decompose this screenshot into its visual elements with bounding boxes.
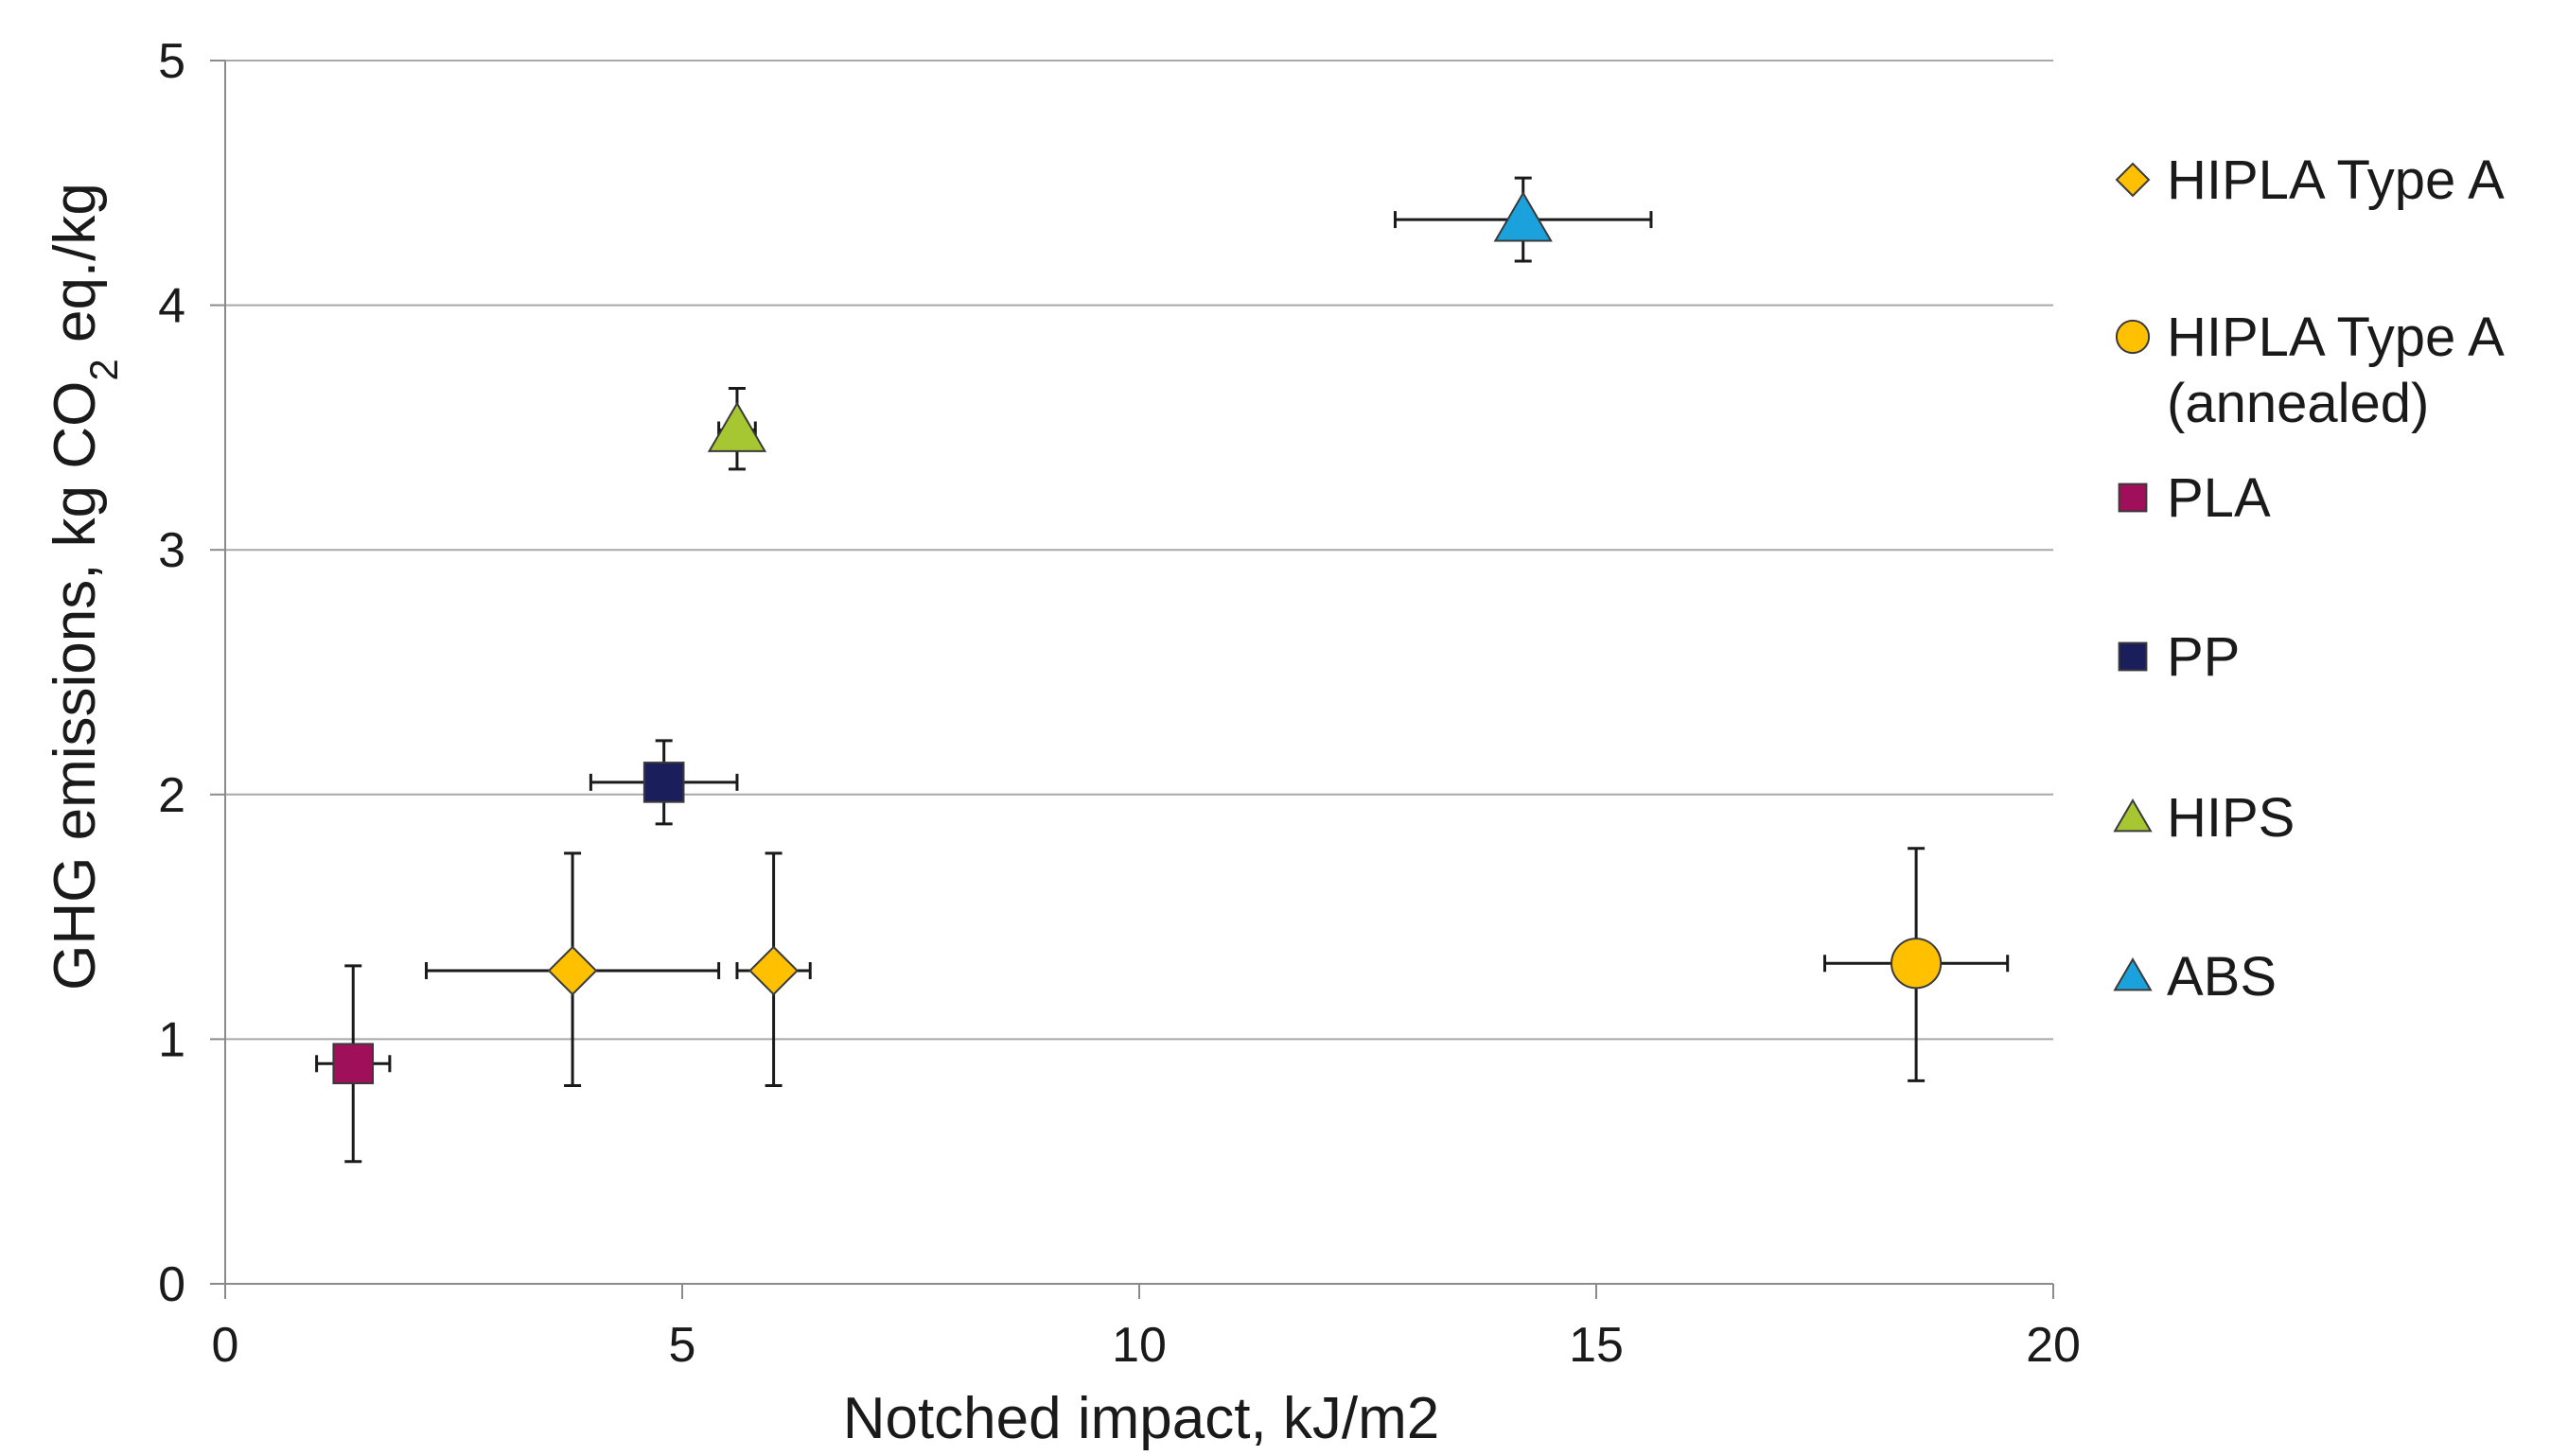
y-axis-title-main: GHG emissions, kg CO <box>43 381 108 991</box>
legend-entry-0: HIPLA Type A <box>2115 149 2505 211</box>
legend-marker <box>2118 482 2148 513</box>
legend-label: PLA <box>2167 467 2271 529</box>
legend-marker <box>2118 641 2148 672</box>
x-tick-label: 15 <box>1569 1318 1624 1373</box>
y-axis-title-suffix: eq./kg <box>43 183 108 359</box>
gridlines <box>225 60 2053 1041</box>
data-point-series-0-point-1 <box>748 945 800 996</box>
legend-label: HIPLA Type A <box>2167 149 2505 211</box>
data-point-series-1-point-0 <box>1891 938 1943 990</box>
x-tick-label: 5 <box>669 1318 696 1373</box>
legend-entry-3: PP <box>2118 626 2240 688</box>
error-bars <box>315 176 2010 1164</box>
legend-label: (annealed) <box>2167 373 2429 434</box>
x-tick-label: 0 <box>212 1318 239 1373</box>
legend-marker <box>2113 957 2153 991</box>
legend-entry-2: PLA <box>2118 467 2271 529</box>
tick-labels: 0 1 2 3 4 5 0 5 10 15 20 <box>158 34 2081 1373</box>
axes <box>210 60 2054 1299</box>
x-axis-title: Notched impact, kJ/m2 <box>843 1386 1440 1451</box>
legend-marker <box>2115 319 2151 355</box>
legend-label: PP <box>2167 626 2240 688</box>
legend-marker <box>2115 162 2151 198</box>
x-tick-label: 10 <box>1112 1318 1167 1373</box>
data-point-series-4-point-0 <box>707 401 767 452</box>
y-axis-title-subscript: 2 <box>81 359 126 380</box>
legend-label: HIPLA Type A <box>2167 307 2505 368</box>
legend-marker <box>2113 798 2153 833</box>
data-points <box>332 191 1943 1085</box>
legend-label: ABS <box>2167 946 2277 1008</box>
y-axis-title: GHG emissions, kg CO2 eq./kg <box>43 183 126 991</box>
y-tick-label: 1 <box>158 1012 185 1067</box>
data-point-series-0-point-0 <box>547 945 598 996</box>
y-tick-label: 3 <box>158 523 185 578</box>
legend-label: HIPS <box>2167 787 2295 849</box>
y-tick-label: 5 <box>158 34 185 89</box>
data-point-series-3-point-0 <box>642 762 685 803</box>
y-tick-label: 0 <box>158 1257 185 1312</box>
y-tick-label: 2 <box>158 768 185 823</box>
data-point-series-2-point-0 <box>332 1043 375 1085</box>
legend-entry-4: HIPS <box>2113 787 2295 849</box>
x-tick-label: 20 <box>2026 1318 2081 1373</box>
legend-entry-1: HIPLA Type A(annealed) <box>2115 307 2505 434</box>
data-point-series-5-point-0 <box>1493 191 1553 242</box>
y-tick-label: 4 <box>158 279 185 334</box>
legend-entry-5: ABS <box>2113 946 2277 1008</box>
